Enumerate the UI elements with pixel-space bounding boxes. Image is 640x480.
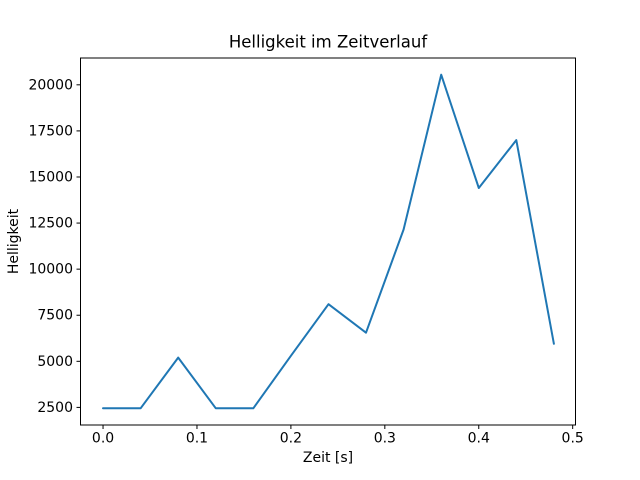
x-tick-label: 0.1 (186, 431, 208, 447)
x-tick-label: 0.2 (280, 431, 302, 447)
x-tick-label: 0.0 (92, 431, 114, 447)
y-tick-label: 20000 (28, 77, 73, 93)
axes-frame (80, 57, 576, 426)
y-tick-label: 2500 (37, 400, 73, 416)
y-tick-label: 7500 (37, 308, 73, 324)
y-axis-label: Helligkeit (6, 208, 22, 274)
y-tick-label: 5000 (37, 354, 73, 370)
x-tick-label: 0.3 (374, 431, 396, 447)
y-tick-label: 10000 (28, 262, 73, 278)
chart-title: Helligkeit im Zeitverlauf (229, 33, 428, 52)
x-tick-label: 0.4 (468, 431, 490, 447)
data-line (102, 73, 555, 410)
y-tick-label: 17500 (28, 123, 73, 139)
y-tick-label: 15000 (28, 169, 73, 185)
x-axis-label: Zeit [s] (303, 450, 353, 466)
axes-group: 0.0 0.1 0.2 0.3 0.4 0.5 2500 5000 7500 10000 12500… (28, 57, 584, 447)
y-tick-label: 12500 (28, 216, 73, 232)
x-tick-label: 0.5 (562, 431, 584, 447)
